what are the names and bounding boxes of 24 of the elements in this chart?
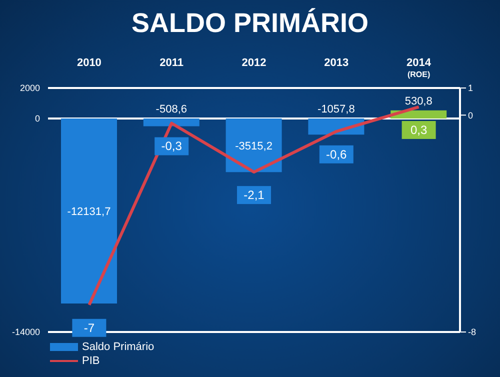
y2-tick-label: -8	[468, 327, 476, 338]
y-tick-label: -14000	[12, 327, 40, 338]
data-label: -508,6	[156, 104, 187, 116]
data-label: 530,8	[404, 95, 432, 108]
data-label: -1057,8	[318, 104, 355, 116]
data-label: -0,3	[161, 139, 182, 154]
data-label: 0,3	[410, 122, 428, 137]
x-tick-label: 2011	[160, 57, 184, 69]
chart-title: SALDO PRIMÁRIO	[130, 8, 370, 39]
y-tick-label: 2000	[20, 83, 40, 94]
data-label: -12131,7	[67, 206, 111, 218]
data-label: -0,6	[326, 147, 348, 162]
x-tick-label: 2012	[242, 57, 266, 69]
y2-tick-label: 1	[468, 83, 474, 94]
y2-tick-label: 0	[468, 110, 474, 120]
x-tick-label: 2013	[324, 57, 349, 69]
data-label: -2,1	[244, 188, 265, 202]
data-label: -3515,2	[235, 140, 272, 152]
x-tick-label: 2010	[76, 57, 102, 69]
y-tick-label: 0	[34, 114, 40, 124]
x-tick-label: 2014 (ROE)	[406, 57, 432, 79]
legend-label: PIB	[82, 355, 100, 367]
legend-label: Saldo Primário	[82, 341, 154, 353]
data-label: -7	[84, 320, 95, 335]
